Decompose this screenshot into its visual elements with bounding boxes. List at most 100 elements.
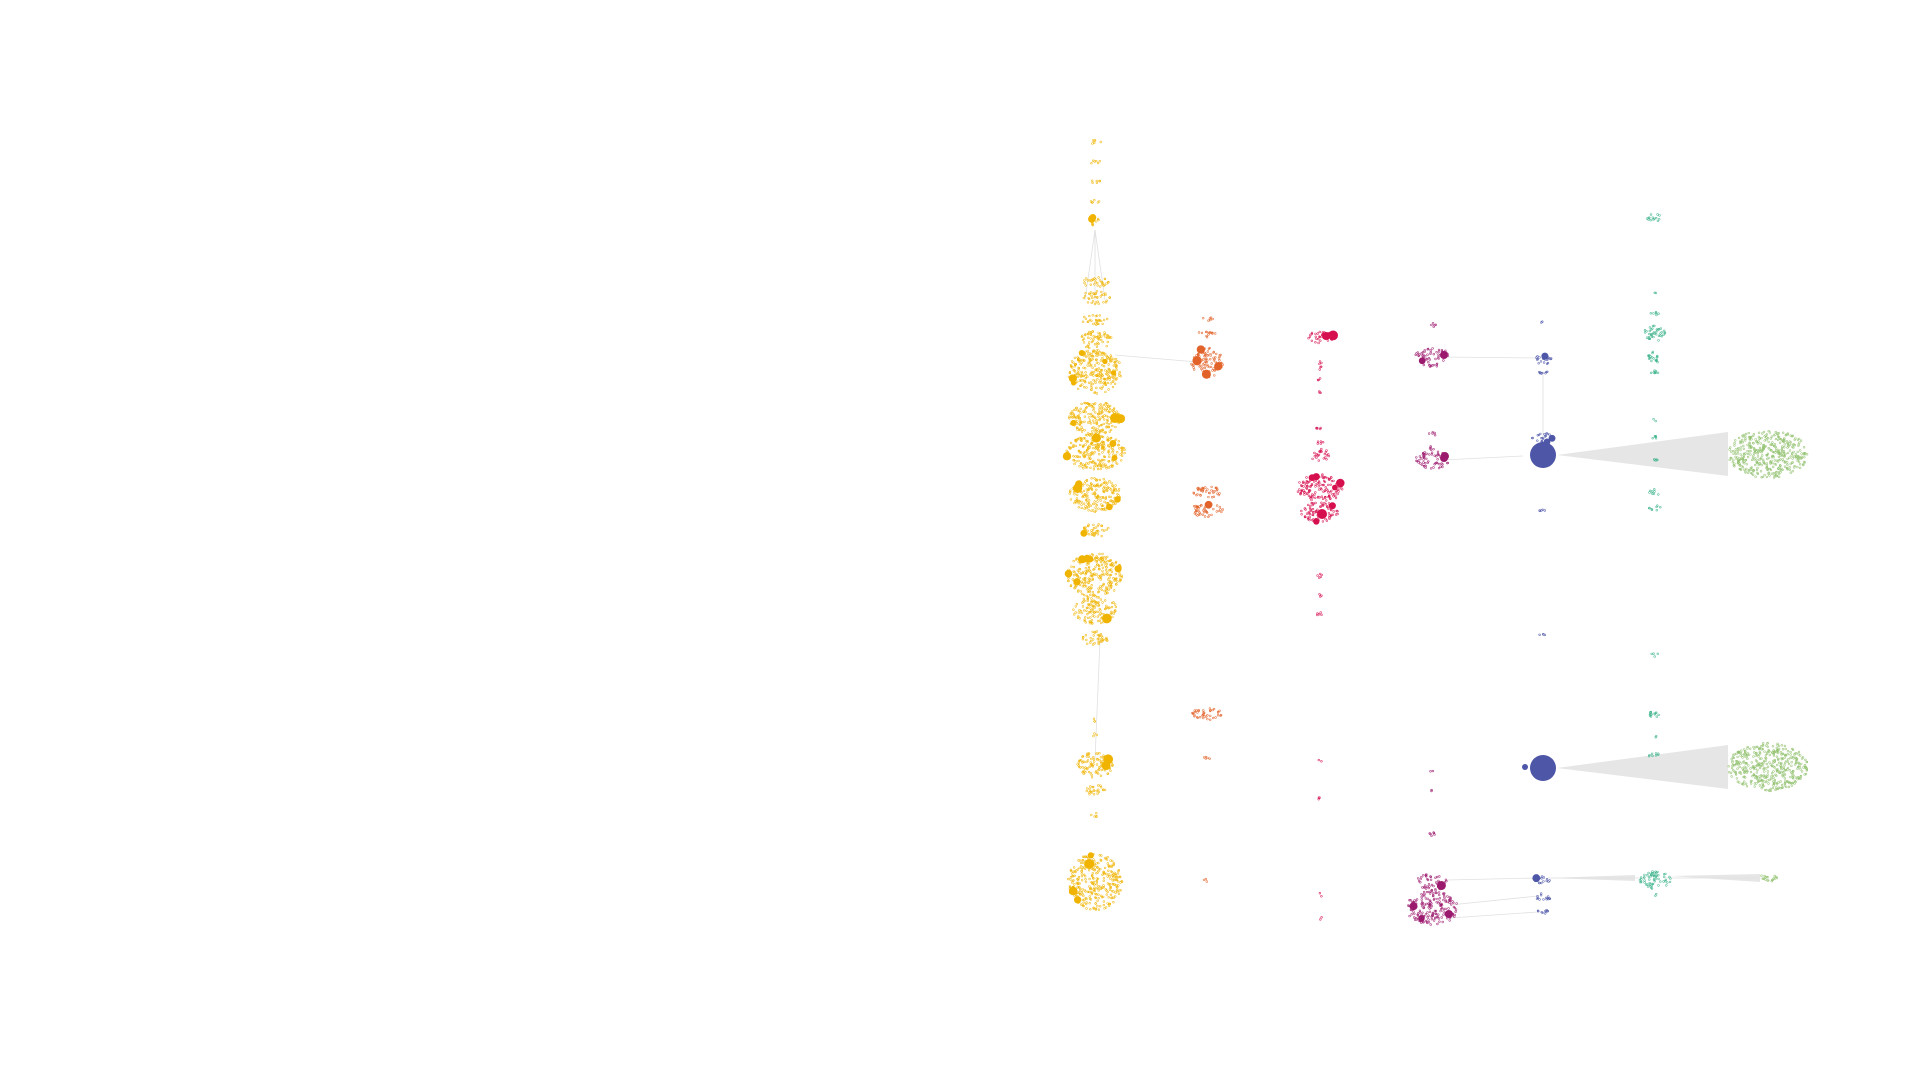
node xyxy=(1215,510,1219,513)
node-cluster-column-1 xyxy=(1076,751,1114,779)
node xyxy=(1105,889,1108,892)
node xyxy=(1757,753,1761,757)
node xyxy=(1749,782,1753,785)
node xyxy=(1779,458,1782,461)
node xyxy=(1115,889,1119,892)
node xyxy=(1300,513,1303,516)
node xyxy=(1089,453,1093,457)
node xyxy=(1093,277,1096,280)
node xyxy=(1741,441,1745,444)
node xyxy=(1091,430,1094,433)
node xyxy=(1107,357,1111,360)
node xyxy=(1105,407,1108,410)
node xyxy=(1325,519,1329,522)
node xyxy=(1771,761,1775,764)
node xyxy=(1094,381,1097,385)
node xyxy=(1115,377,1119,380)
node xyxy=(1741,767,1744,770)
node xyxy=(1095,323,1098,326)
node xyxy=(1744,432,1748,436)
node xyxy=(1756,764,1759,767)
node xyxy=(1078,379,1082,382)
node-cluster-column-6 xyxy=(1647,350,1659,364)
node xyxy=(1083,281,1086,285)
node xyxy=(1102,365,1106,368)
node xyxy=(1108,882,1112,886)
node xyxy=(1081,766,1084,769)
node xyxy=(1770,443,1773,446)
node xyxy=(1121,446,1124,449)
node xyxy=(1069,413,1073,416)
node xyxy=(1764,434,1767,437)
node xyxy=(1340,488,1344,491)
node-large xyxy=(1103,754,1114,765)
node xyxy=(1766,879,1770,882)
node xyxy=(1098,768,1101,771)
node xyxy=(1096,637,1100,641)
node xyxy=(1204,486,1207,489)
node-cluster-column-6 xyxy=(1653,458,1659,462)
node xyxy=(1111,385,1115,389)
node xyxy=(1318,330,1322,334)
node xyxy=(1743,460,1746,463)
node xyxy=(1800,770,1804,773)
node xyxy=(1794,756,1798,759)
node xyxy=(1118,875,1122,878)
node xyxy=(1424,464,1428,468)
node xyxy=(1102,485,1106,489)
node xyxy=(1414,353,1417,357)
node xyxy=(1103,500,1106,503)
node xyxy=(1653,371,1657,375)
node xyxy=(1204,877,1208,881)
node xyxy=(1420,463,1424,466)
node xyxy=(1086,491,1089,494)
node xyxy=(1650,490,1654,493)
node-cluster-column-1 xyxy=(1092,717,1097,723)
node xyxy=(1091,872,1095,875)
node xyxy=(1802,452,1806,455)
node xyxy=(1078,465,1081,468)
node xyxy=(1211,317,1214,321)
node xyxy=(1431,913,1434,916)
node xyxy=(1105,414,1108,418)
node xyxy=(1108,335,1112,339)
node xyxy=(1082,463,1085,466)
node xyxy=(1654,333,1658,336)
node xyxy=(1101,612,1104,616)
node xyxy=(1310,498,1313,502)
node xyxy=(1655,715,1659,718)
node xyxy=(1110,610,1113,613)
node-cluster-column-3 xyxy=(1318,365,1323,371)
node xyxy=(1086,345,1090,348)
node xyxy=(1743,765,1746,768)
node xyxy=(1309,333,1312,337)
node xyxy=(1096,610,1100,613)
node xyxy=(1738,467,1742,471)
node xyxy=(1312,480,1316,483)
node xyxy=(1733,444,1736,447)
node xyxy=(1073,356,1077,360)
node xyxy=(1081,761,1084,764)
node xyxy=(1092,407,1096,410)
node xyxy=(1115,462,1119,465)
node xyxy=(1104,557,1108,560)
node xyxy=(1089,620,1092,623)
node xyxy=(1081,571,1085,575)
node xyxy=(1217,509,1221,513)
node xyxy=(1096,428,1099,431)
node xyxy=(1738,464,1742,467)
node xyxy=(1087,341,1091,344)
node xyxy=(1319,483,1322,486)
node xyxy=(1791,771,1795,774)
node xyxy=(1087,509,1090,512)
node xyxy=(1649,711,1652,714)
node xyxy=(1772,754,1776,757)
node xyxy=(1104,352,1107,356)
node xyxy=(1743,752,1746,756)
node xyxy=(1752,446,1756,450)
node xyxy=(1730,757,1733,761)
node xyxy=(1442,910,1445,913)
node xyxy=(1094,506,1097,509)
node xyxy=(1435,875,1439,879)
node xyxy=(1427,357,1431,360)
